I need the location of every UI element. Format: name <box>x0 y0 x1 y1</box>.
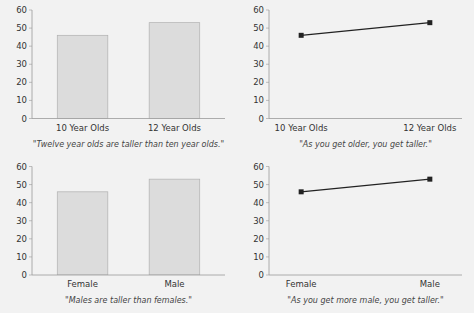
y-tick <box>266 184 269 185</box>
y-tick-label: 0 <box>259 270 264 280</box>
y-tick <box>29 28 32 29</box>
y-tick-label: 40 <box>253 198 264 208</box>
y-tick <box>266 166 269 167</box>
y-tick-label: 0 <box>22 114 27 124</box>
y-tick-label: 50 <box>16 180 27 190</box>
y-tick-label: 60 <box>16 5 27 15</box>
y-tick <box>266 64 269 65</box>
y-tick-label: 50 <box>16 23 27 33</box>
y-tick-label: 60 <box>253 5 264 15</box>
marker <box>427 20 432 25</box>
y-tick <box>29 275 32 276</box>
y-tick <box>266 202 269 203</box>
x-tick-label: Female <box>286 279 317 289</box>
x-axis <box>269 118 462 119</box>
panel: 0 10 20 30 40 50 60 10 Year Olds 12 Year Olds "As… <box>253 5 462 149</box>
y-tick-label: 60 <box>253 162 264 172</box>
x-tick-label: 10 Year Olds <box>56 123 110 133</box>
y-tick-label: 10 <box>16 95 27 105</box>
y-tick <box>29 100 32 101</box>
y-tick <box>29 118 32 119</box>
line <box>301 179 430 192</box>
y-tick <box>29 64 32 65</box>
y-tick-label: 30 <box>16 59 27 69</box>
y-tick-label: 10 <box>16 252 27 262</box>
panel: 0 10 20 30 40 50 60 10 Year Olds 12 Year Olds "Tw… <box>16 5 225 149</box>
y-tick <box>29 166 32 167</box>
y-tick-label: 40 <box>253 41 264 51</box>
marker <box>299 33 304 38</box>
panel: 0 10 20 30 40 50 60 Female Male "As you get more … <box>253 162 462 306</box>
y-tick <box>29 82 32 83</box>
x-tick-label: 12 Year Olds <box>148 123 202 133</box>
x-axis <box>32 275 225 276</box>
x-axis-label: "Twelve year olds are taller than ten ye… <box>33 140 224 149</box>
y-tick-label: 40 <box>16 41 27 51</box>
y-tick <box>266 28 269 29</box>
y-tick-label: 30 <box>253 216 264 226</box>
y-tick-label: 40 <box>16 198 27 208</box>
panel: 0 10 20 30 40 50 60 Female Male "Males are taller… <box>16 162 225 306</box>
y-tick <box>266 100 269 101</box>
y-tick <box>29 202 32 203</box>
plot-area <box>57 179 199 275</box>
y-tick-label: 10 <box>253 252 264 262</box>
y-tick <box>266 275 269 276</box>
y-tick <box>266 238 269 239</box>
x-axis <box>32 118 225 119</box>
y-tick-label: 50 <box>253 180 264 190</box>
y-tick-label: 30 <box>16 216 27 226</box>
x-tick-label: 10 Year Olds <box>275 123 329 133</box>
x-axis-label: "As you get older, you get taller." <box>299 140 432 149</box>
x-axis-label: "Males are taller than females." <box>65 296 192 305</box>
marker <box>299 189 304 194</box>
y-tick <box>29 184 32 185</box>
y-tick <box>266 256 269 257</box>
y-tick <box>266 10 269 11</box>
plot-area <box>299 20 433 38</box>
y-tick <box>266 118 269 119</box>
plot-area <box>299 177 433 195</box>
y-tick-label: 0 <box>259 114 264 124</box>
y-tick-label: 60 <box>16 162 27 172</box>
y-tick <box>266 82 269 83</box>
y-tick-label: 20 <box>16 77 27 87</box>
y-tick-label: 20 <box>253 77 264 87</box>
bar <box>149 179 200 275</box>
x-tick-label: Male <box>164 279 184 289</box>
bar <box>149 23 200 119</box>
plot-area <box>57 23 199 119</box>
x-axis <box>269 275 462 276</box>
y-tick <box>266 46 269 47</box>
x-axis-label: "As you get more male, you get taller." <box>287 296 443 305</box>
y-tick <box>29 256 32 257</box>
x-tick-label: Female <box>67 279 98 289</box>
y-tick-label: 0 <box>22 270 27 280</box>
y-tick <box>29 46 32 47</box>
y-tick <box>29 10 32 11</box>
y-tick-label: 20 <box>16 234 27 244</box>
x-tick-label: 12 Year Olds <box>403 123 457 133</box>
y-tick <box>266 220 269 221</box>
y-tick-label: 30 <box>253 59 264 69</box>
y-tick-label: 50 <box>253 23 264 33</box>
y-tick <box>29 238 32 239</box>
figure: 0 10 20 30 40 50 60 10 Year Olds 12 Year Olds "Tw… <box>0 0 474 313</box>
x-tick-label: Male <box>420 279 440 289</box>
y-tick-label: 10 <box>253 95 264 105</box>
y-tick <box>29 220 32 221</box>
background <box>0 0 474 313</box>
marker <box>427 177 432 182</box>
y-tick-label: 20 <box>253 234 264 244</box>
bar <box>57 35 108 118</box>
line <box>301 23 430 36</box>
bar <box>57 192 108 275</box>
